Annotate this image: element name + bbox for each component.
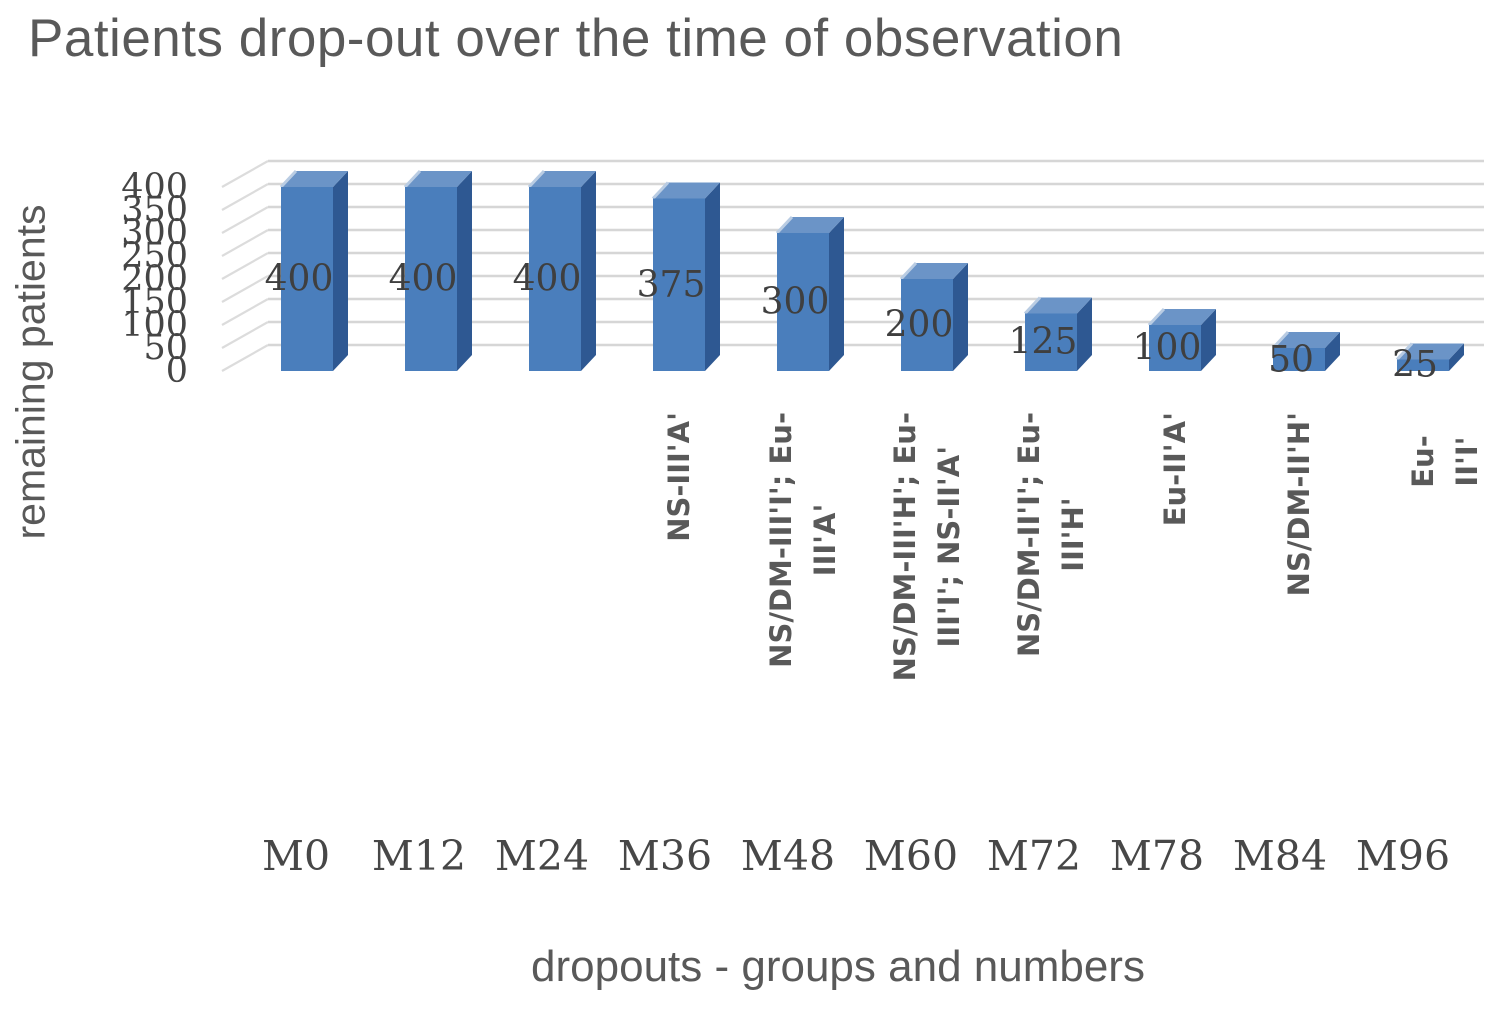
category-label-M48: M48: [740, 832, 836, 880]
group-label-M84: NS/DM-II'H': [1282, 412, 1316, 597]
group-label-M48: NS/DM-III'I'; Eu- III'A': [764, 412, 842, 668]
wall-gridline: [221, 321, 269, 349]
wall-gridline: [221, 344, 269, 372]
bar-M0: [279, 169, 348, 371]
bar-data-label: 50: [1268, 339, 1314, 380]
group-label-M96: Eu-II'I': [1406, 435, 1484, 488]
y-tick-label: 0: [165, 351, 188, 391]
category-label-M36: M36: [617, 832, 713, 880]
bar-M84: [1271, 330, 1340, 371]
wall-gridline: [221, 160, 269, 188]
wall-gridline: [221, 183, 269, 211]
bar-data-label: 400: [388, 258, 458, 300]
bar-data-label: 125: [1008, 321, 1078, 363]
bar-M48: [775, 215, 844, 371]
y-tick-label: 350: [121, 190, 188, 230]
bar-data-label: 200: [884, 304, 954, 346]
bar-data-label: 100: [1132, 327, 1202, 369]
bar-M72: [1023, 296, 1092, 371]
y-tick-label: 300: [121, 213, 188, 253]
group-label-M36: NS-III'A': [662, 412, 696, 542]
group-label-M78: Eu-II'A': [1158, 412, 1192, 527]
bar-data-label: 375: [636, 264, 706, 306]
group-label-M60: NS/DM-III'H'; Eu- III'I'; NS-II'A': [888, 412, 966, 682]
bar-data-label: 25: [1392, 344, 1438, 386]
category-label-M96: M96: [1355, 832, 1451, 880]
bar-data-label: 400: [512, 258, 582, 300]
y-tick-label: 200: [121, 259, 188, 299]
category-label-M84: M84: [1232, 832, 1328, 880]
y-tick-label: 150: [121, 282, 188, 322]
bar-M36: [651, 181, 720, 371]
y-tick-label: 100: [121, 305, 188, 345]
category-label-M78: M78: [1109, 832, 1205, 880]
category-label-M60: M60: [863, 832, 959, 880]
wall-gridline: [221, 252, 269, 280]
bar-M24: [527, 169, 596, 371]
y-tick-label: 50: [143, 328, 188, 368]
wall-gridline: [221, 298, 269, 326]
category-label-M0: M0: [261, 832, 331, 880]
bar-data-label: 400: [264, 258, 334, 300]
group-label-M72: NS/DM-II'I'; Eu- III'H': [1012, 412, 1090, 658]
bar-data-label: 300: [760, 281, 830, 323]
category-label-M24: M24: [494, 832, 590, 880]
y-tick-label: 250: [121, 236, 188, 276]
wall-gridline: [221, 206, 269, 234]
bar-M12: [403, 169, 472, 371]
category-label-M72: M72: [986, 832, 1082, 880]
bar-M60: [899, 261, 968, 371]
chart-title: Patients drop-out over the time of obser…: [28, 9, 1124, 68]
x-axis-title: dropouts - groups and numbers: [531, 942, 1145, 991]
wall-gridline: [221, 275, 269, 303]
bar-M78: [1147, 307, 1216, 371]
y-tick-label: 400: [121, 167, 188, 207]
bar-M96: [1395, 342, 1464, 371]
category-label-M12: M12: [371, 832, 467, 880]
wall-gridline: [221, 229, 269, 257]
